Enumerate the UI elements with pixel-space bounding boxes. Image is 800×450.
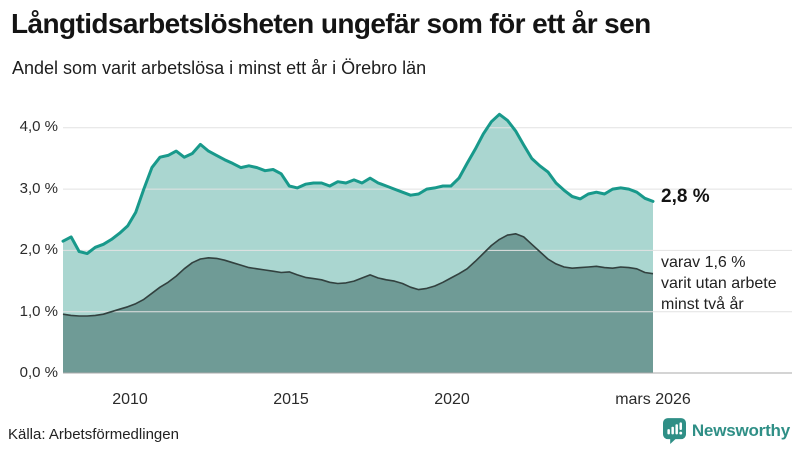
latest-value-label: 2,8 % [661,186,710,207]
secondary-series-annotation: varav 1,6 % varit utan arbete minst två … [661,252,777,315]
area-fill-two-years [63,233,653,373]
newsworthy-logo[interactable]: Newsworthy [662,418,790,444]
y-tick-label: 1,0 % [19,303,58,320]
newsworthy-chart-bubble-icon [662,418,686,444]
line-two-years [62,233,654,317]
annotation-line: varit utan arbete [661,275,777,292]
x-tick-label: mars 2026 [615,391,691,408]
source-attribution: Källa: Arbetsförmedlingen [8,426,179,443]
annotation-line: minst två år [661,296,744,313]
x-tick-label: 2020 [434,391,470,408]
y-tick-label: 3,0 % [19,180,58,197]
y-tick-label: 0,0 % [19,364,58,381]
chart-subtitle: Andel som varit arbetslösa i minst ett å… [12,58,427,78]
x-tick-label: 2010 [112,391,148,408]
y-tick-label: 2,0 % [19,241,58,258]
newsworthy-wordmark: Newsworthy [691,421,790,440]
x-tick-label: 2015 [273,391,309,408]
line-one-year [61,112,655,255]
page-title: Långtidsarbetslösheten ungefär som för e… [11,8,651,39]
y-tick-label: 4,0 % [19,118,58,135]
annotation-line: varav 1,6 % [661,254,746,271]
